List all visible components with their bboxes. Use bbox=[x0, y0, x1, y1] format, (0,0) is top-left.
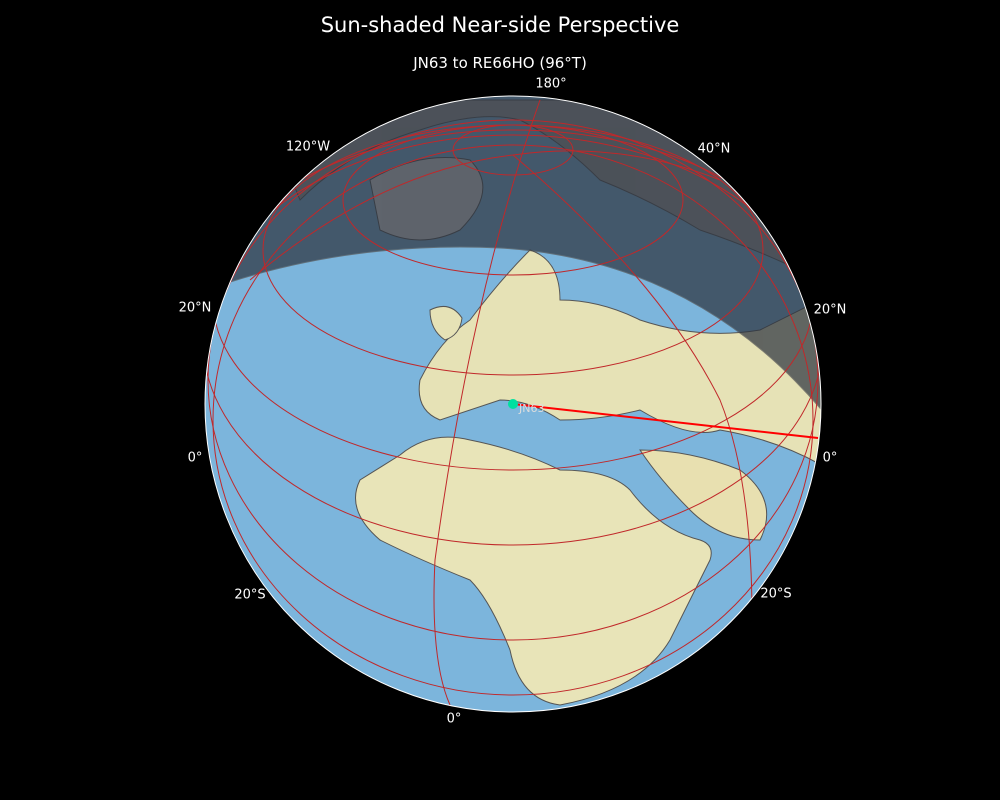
grid-label: 0° bbox=[187, 450, 203, 466]
land-arabia bbox=[639, 449, 768, 541]
map-subtitle: JN63 to RE66HO (96°T) bbox=[413, 54, 587, 72]
marker-dot bbox=[508, 399, 518, 409]
grid-label: 20°S bbox=[760, 586, 792, 602]
map-title: Sun-shaded Near-side Perspective bbox=[320, 13, 680, 37]
grid-label: 20°N bbox=[178, 300, 212, 316]
land-europe bbox=[418, 249, 821, 471]
grid-label: 180° bbox=[535, 76, 567, 92]
land-africa bbox=[355, 436, 712, 706]
grid-label: 0° bbox=[446, 711, 462, 727]
globe-outline bbox=[204, 95, 822, 713]
grid-label: 20°N bbox=[813, 302, 847, 318]
grid-label: 40°N bbox=[697, 141, 731, 157]
grid-label: 20°S bbox=[234, 587, 266, 603]
land-britain bbox=[429, 305, 463, 341]
graticule bbox=[205, 99, 821, 706]
night-shade bbox=[205, 96, 821, 422]
marker-label: JN63 bbox=[518, 402, 544, 415]
grid-label: 0° bbox=[822, 450, 838, 466]
grid-label: 120°W bbox=[285, 139, 331, 155]
path-line bbox=[512, 403, 819, 439]
